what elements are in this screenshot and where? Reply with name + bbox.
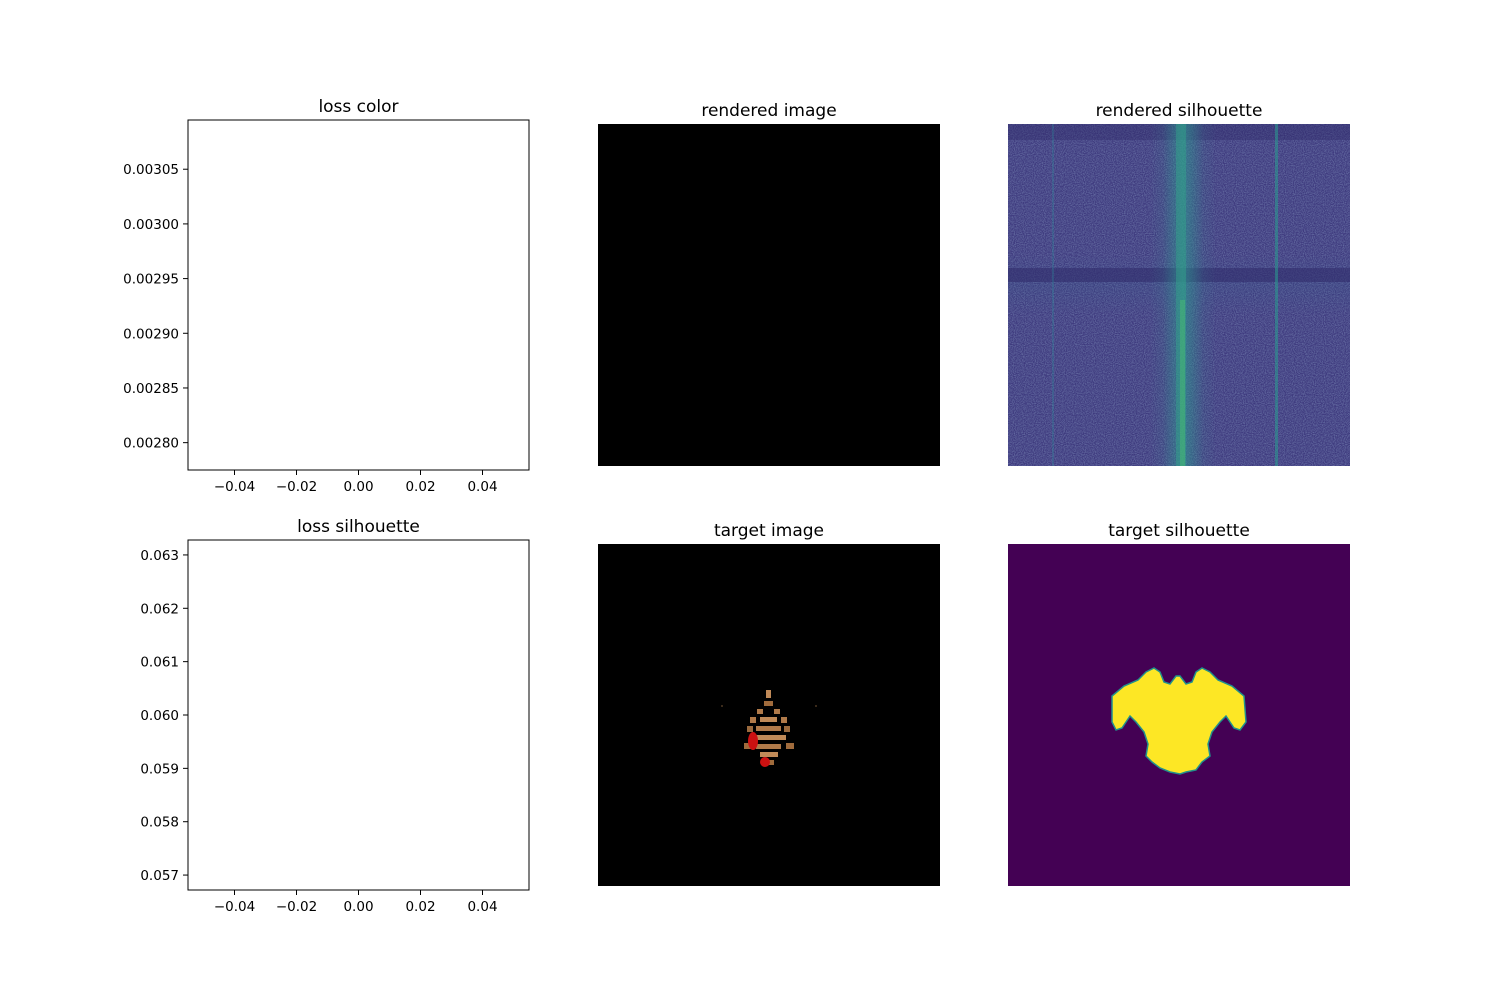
rendered-silhouette-title: rendered silhouette: [1096, 101, 1263, 121]
loss-silhouette-xtick-label: −0.02: [276, 899, 317, 915]
target-sprite: [721, 690, 817, 767]
loss-silhouette-frame: [187, 539, 530, 891]
loss-color-ytick-label: 0.00280: [123, 436, 179, 452]
loss-silhouette-xtick-label: 0.00: [343, 899, 373, 915]
loss-silhouette-ytick-label: 0.062: [140, 601, 179, 617]
loss-color-xtick-label: −0.02: [276, 479, 317, 495]
loss-silhouette-ytick-label: 0.057: [140, 868, 179, 884]
loss-color-axes: −0.04 −0.02 0.00 0.02 0.04 0.00280 0.00285 0.00…: [123, 119, 530, 495]
loss-color-xtick-label: 0.04: [467, 479, 497, 495]
loss-silhouette-xtick-label: 0.04: [467, 899, 497, 915]
loss-color-xtick-label: −0.04: [214, 479, 255, 495]
loss-silhouette-axes: −0.04 −0.02 0.00 0.02 0.04 0.057 0.058 0.059 0.0…: [140, 539, 530, 915]
target-image-title: target image: [714, 521, 824, 541]
loss-color-ytick-label: 0.00285: [123, 381, 179, 397]
loss-silhouette-xtick-label: 0.02: [405, 899, 435, 915]
loss-color-ytick-label: 0.00290: [123, 326, 179, 342]
rendered-silhouette: [1008, 124, 1350, 466]
loss-silhouette-title: loss silhouette: [297, 517, 420, 537]
loss-silhouette-ytick-label: 0.061: [140, 655, 179, 671]
loss-color-xtick-label: 0.02: [405, 479, 435, 495]
loss-silhouette-ytick-label: 0.058: [140, 815, 179, 831]
loss-silhouette-ytick-label: 0.060: [140, 708, 179, 724]
rendered-image: [598, 124, 940, 466]
rendered-image-title: rendered image: [701, 101, 836, 121]
loss-color-frame: [187, 119, 530, 471]
loss-color-ytick-label: 0.00305: [123, 162, 179, 178]
target-silhouette: [1008, 544, 1350, 886]
target-silhouette-shape: [1111, 667, 1247, 775]
loss-silhouette-xtick-label: −0.04: [214, 899, 255, 915]
loss-color-ytick-label: 0.00295: [123, 272, 179, 288]
loss-color-ytick-label: 0.00300: [123, 217, 179, 233]
loss-silhouette-ytick-label: 0.063: [140, 548, 179, 564]
target-image: [598, 544, 940, 886]
loss-color-xtick-label: 0.00: [343, 479, 373, 495]
target-silhouette-title: target silhouette: [1108, 521, 1250, 541]
loss-color-title: loss color: [318, 97, 398, 117]
loss-silhouette-ytick-label: 0.059: [140, 761, 179, 777]
